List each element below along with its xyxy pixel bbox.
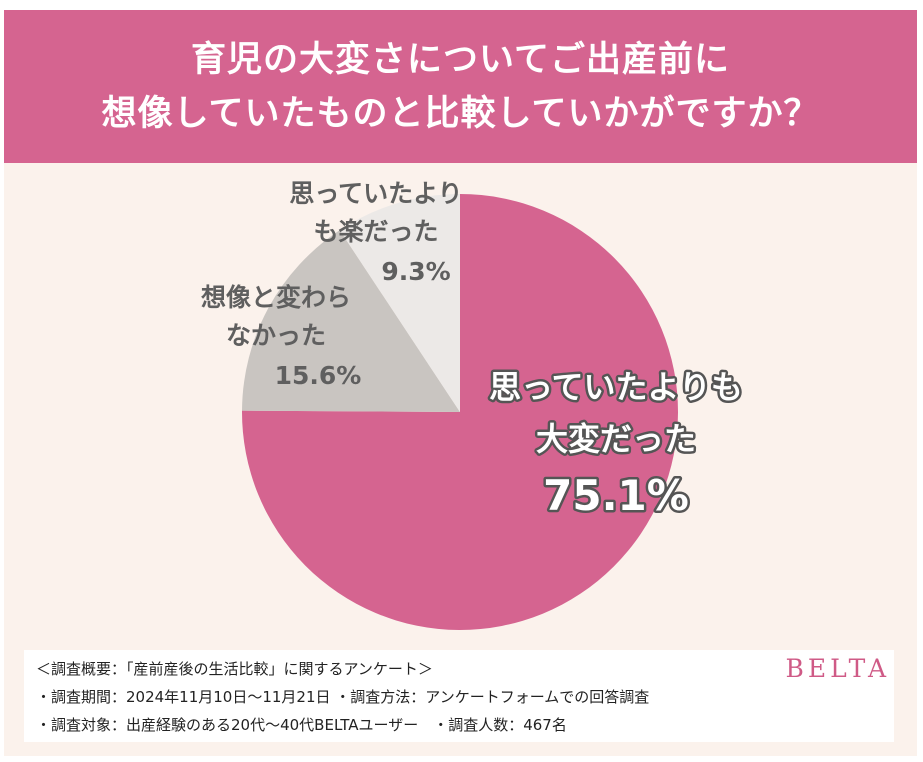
title-line-2: 想像していたものと比較していかがですか？ <box>101 93 820 134</box>
slice-value-same: 15.6% <box>275 361 362 390</box>
pie-slice-same <box>242 230 460 412</box>
belta-logo: BELTA <box>785 654 890 683</box>
slice-value-easy: 9.3% <box>381 257 450 286</box>
pie-slice-easy <box>339 194 460 412</box>
survey-summary-heading: ＜調査概要：「産前産後の生活比較」に関するアンケート＞ <box>36 660 433 678</box>
slice-label-easy-line2: も楽だった <box>313 217 438 246</box>
pie-slices <box>242 194 679 630</box>
pie-chart: 想像と変わら なかった 15.6% 思っていたより も楽だった 9.3% 思って… <box>201 179 745 630</box>
slice-label-hard-line2: 大変だった <box>536 420 696 458</box>
title-band: 育児の大変さについてご出産前に 想像していたものと比較していかがですか？ <box>4 10 917 163</box>
slice-label-easy-line1: 思っていたより <box>289 179 462 208</box>
slice-label-same-line2: なかった <box>226 321 326 350</box>
title-line-1: 育児の大変さについてご出産前に <box>191 39 730 80</box>
survey-footer: ＜調査概要：「産前産後の生活比較」に関するアンケート＞ ・調査期間：2024年1… <box>24 650 894 742</box>
slice-label-same-line1: 想像と変わら <box>201 283 351 312</box>
infographic-frame: 育児の大変さについてご出産前に 想像していたものと比較していかがですか？ 想像と… <box>4 10 917 756</box>
survey-target-count: ・調査対象：出産経験のある20代〜40代BELTAユーザー ・調査人数：467名 <box>36 716 567 734</box>
slice-label-hard-line1: 思っていたよりも <box>489 368 743 406</box>
survey-period-method: ・調査期間：2024年11月10日〜11月21日 ・調査方法：アンケートフォーム… <box>36 688 650 706</box>
slice-value-hard: 75.1% <box>543 471 689 520</box>
